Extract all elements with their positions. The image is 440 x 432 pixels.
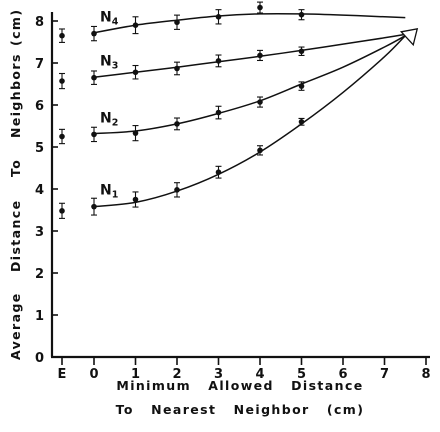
axes [50,12,430,359]
y-axis-title-word-2: Distance [8,200,23,273]
point-n1-x2 [174,182,180,198]
curve-n2 [93,35,406,135]
point-n1-x1 [132,191,139,208]
point-n2-x4 [257,96,263,108]
x-tick-label-2: 2 [172,367,181,382]
point-n2-x5 [298,81,305,91]
point-n3-e [59,72,65,90]
point-n1-x3 [215,165,222,179]
y-tick-label-0: 0 [35,351,44,366]
point-n2-x3 [215,105,222,120]
y-tick-label-8: 8 [35,15,44,30]
y-axis-title-word-4: Neighbors [8,53,23,138]
series-label-n1: N1 [100,183,118,201]
point-n3-x2 [174,61,180,76]
x-tick-label-1: 1 [131,367,140,382]
point-n4-e [59,28,65,43]
point-n3-x0 [91,70,97,85]
x-ticks: E 0 1 2 3 4 5 6 7 8 [58,357,431,382]
series-label-n4: N4 [100,10,119,28]
y-tick-label-4: 4 [35,183,44,198]
y-tick-label-1: 1 [35,309,44,324]
point-n1-e [59,202,65,219]
y-axis-title-word-3: To [8,159,23,177]
curve-n4 [93,12,406,34]
point-n2-e [59,128,65,145]
point-n4-x3 [215,9,222,25]
point-n4-x1 [132,16,139,35]
series-label-n3: N3 [100,54,118,72]
y-axis-title-word-1: Average [8,292,23,360]
point-n4-x0 [91,25,97,42]
curve-n1 [93,35,406,208]
x-tick-label-8: 8 [421,367,430,382]
y-axis-title-word-5: (cm) [8,9,23,46]
x-tick-label-7: 7 [380,367,389,382]
point-n3-x5 [298,46,305,56]
y-axis-title: Average Distance To Neighbors (cm) [8,9,23,360]
data-markers [59,1,419,219]
curve-n3 [93,33,406,79]
point-n1-x5 [298,117,305,126]
x-tick-label-0: 0 [89,367,98,382]
point-n3-x3 [215,54,222,68]
y-tick-label-6: 6 [35,99,44,114]
point-n2-x2 [174,117,180,131]
y-tick-label-2: 2 [35,267,44,282]
point-n1-x0 [91,197,97,216]
point-n4-x5 [298,9,305,21]
x-tick-label-5: 5 [297,367,306,382]
x-axis-title-line-2: To Nearest Neighbor (cm) [116,402,365,417]
point-n3-x4 [257,49,263,62]
x-tick-label-3: 3 [214,367,223,382]
y-tick-label-5: 5 [35,141,44,156]
endpoint-triangle-marker [399,27,419,47]
point-n2-x0 [91,126,97,143]
y-tick-label-7: 7 [35,57,44,72]
point-n4-x4 [257,1,263,14]
x-tick-label-e: E [58,367,67,382]
point-n4-x2 [174,14,180,30]
point-n2-x1 [132,125,139,142]
series-label-n2: N2 [100,110,118,128]
x-axis-title-line-1: Minimum Allowed Distance [116,378,363,393]
point-n3-x1 [132,64,139,80]
series-curves [93,12,406,208]
series-labels: N1 N2 N3 N4 [100,10,119,201]
x-tick-label-6: 6 [338,367,347,382]
y-ticks: 0 1 2 3 4 5 6 7 8 [35,15,58,366]
point-n1-x4 [257,145,263,156]
x-tick-label-4: 4 [255,367,264,382]
y-tick-label-3: 3 [35,225,44,240]
